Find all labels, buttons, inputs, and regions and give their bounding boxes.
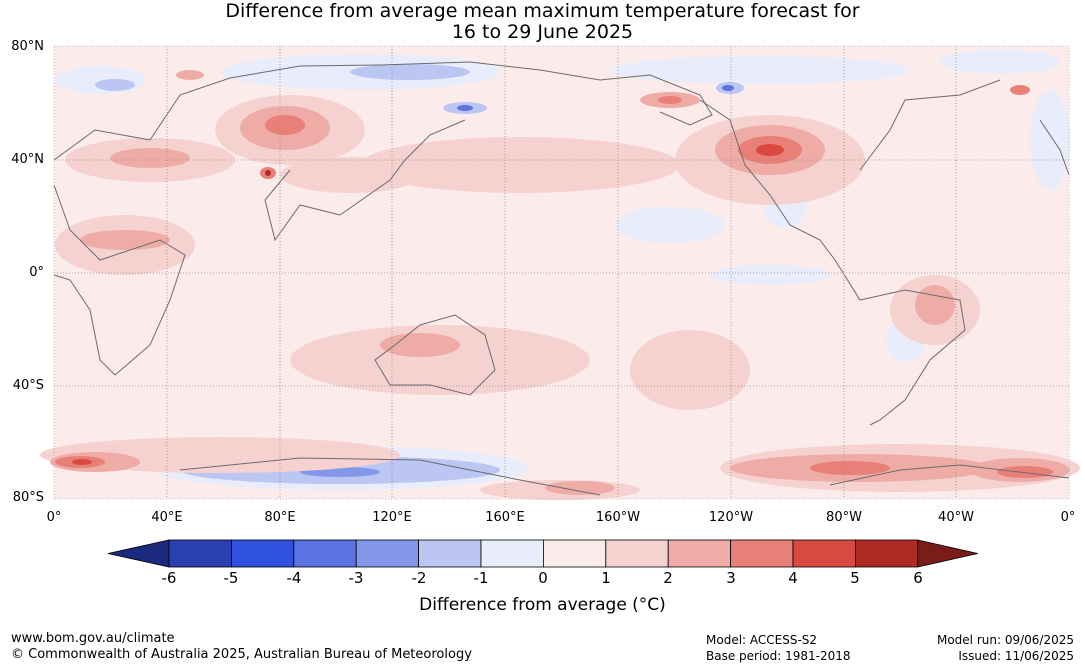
colorbar-swatch bbox=[605, 539, 669, 568]
lon-label-40e: 40°E bbox=[151, 510, 183, 525]
colorbar-swatch bbox=[355, 539, 420, 568]
lat-label-80n: 80°N bbox=[11, 39, 44, 54]
colorbar bbox=[107, 539, 978, 568]
footer-model-run: Model run: 09/06/2025 bbox=[936, 633, 1074, 647]
colorbar-swatch bbox=[418, 539, 482, 568]
lon-label-80w: 80°W bbox=[826, 510, 862, 525]
colorbar-tick-label: 0 bbox=[538, 569, 548, 587]
colorbar-tick-label: 4 bbox=[788, 569, 798, 587]
graticule bbox=[54, 46, 1069, 499]
lon-label-0-right: 0° bbox=[1060, 510, 1076, 525]
colorbar-tick-label: 5 bbox=[850, 569, 860, 587]
lon-label-80e: 80°E bbox=[264, 510, 296, 525]
lon-label-120w: 120°W bbox=[708, 510, 754, 525]
lon-label-0-left: 0° bbox=[46, 510, 62, 525]
colorbar-tick-label: -1 bbox=[473, 569, 489, 587]
colorbar-swatch bbox=[480, 539, 544, 568]
lat-label-80s: 80°S bbox=[12, 490, 44, 505]
colorbar-arrow-high bbox=[917, 539, 978, 568]
footer-base-period: Base period: 1981-2018 bbox=[706, 649, 851, 663]
colorbar-swatch bbox=[667, 539, 732, 568]
lat-label-40n: 40°N bbox=[11, 152, 44, 167]
footer-copyright: © Commonwealth of Australia 2025, Austra… bbox=[11, 647, 472, 662]
colorbar-tick-label: 1 bbox=[601, 569, 611, 587]
lon-label-120e: 120°E bbox=[372, 510, 412, 525]
colorbar-tick-label: -4 bbox=[286, 569, 302, 587]
colorbar-tick-label: 2 bbox=[663, 569, 673, 587]
colorbar-tick-label: -5 bbox=[223, 569, 239, 587]
colorbar-tick-label: -3 bbox=[348, 569, 364, 587]
map-frame bbox=[53, 45, 1070, 500]
colorbar-tick-label: -2 bbox=[411, 569, 427, 587]
lon-label-160w: 160°W bbox=[595, 510, 641, 525]
footer-issued: Issued: 11/06/2025 bbox=[958, 649, 1074, 663]
colorbar-swatch bbox=[293, 539, 357, 568]
lon-label-160e: 160°E bbox=[485, 510, 525, 525]
map-title-line1: Difference from average mean maximum tem… bbox=[225, 0, 860, 22]
colorbar-tick-label: 6 bbox=[913, 569, 923, 587]
map-title-line2: 16 to 29 June 2025 bbox=[451, 21, 634, 43]
coastlines bbox=[53, 61, 1070, 496]
footer-website: www.bom.gov.au/climate bbox=[11, 631, 175, 646]
colorbar-swatch bbox=[543, 539, 607, 568]
colorbar-tick-label: 3 bbox=[726, 569, 736, 587]
forecast-map bbox=[40, 45, 1080, 500]
colorbar-label: Difference from average (°C) bbox=[419, 595, 666, 615]
colorbar-swatch bbox=[730, 539, 794, 568]
lat-label-0: 0° bbox=[29, 265, 44, 280]
colorbar-tick-label: -6 bbox=[161, 569, 177, 587]
colorbar-arrow-low bbox=[107, 539, 170, 568]
footer-model: Model: ACCESS-S2 bbox=[706, 633, 818, 647]
colorbar-swatch bbox=[855, 539, 919, 568]
map-field bbox=[40, 46, 1080, 500]
colorbar-swatch bbox=[168, 539, 232, 568]
lon-label-40w: 40°W bbox=[938, 510, 974, 525]
colorbar-swatch bbox=[792, 539, 856, 568]
lat-label-40s: 40°S bbox=[12, 378, 44, 393]
colorbar-swatch bbox=[230, 539, 295, 568]
